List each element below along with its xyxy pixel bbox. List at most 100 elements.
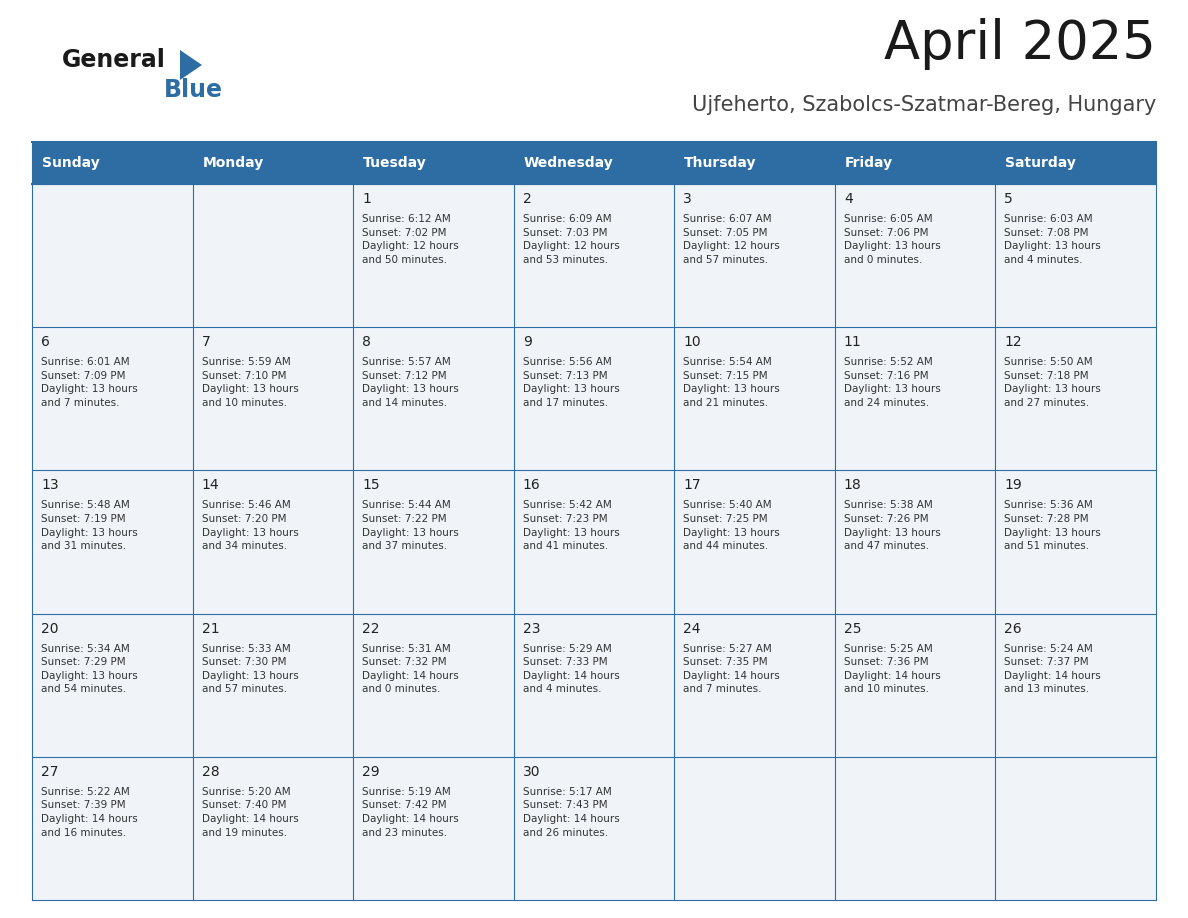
Bar	[192, 184, 353, 327]
Text: 20: 20	[42, 621, 58, 635]
Text: Ujfeherto, Szabolcs-Szatmar-Bereg, Hungary: Ujfeherto, Szabolcs-Szatmar-Bereg, Hunga…	[691, 95, 1156, 115]
Text: Sunrise: 6:01 AM
Sunset: 7:09 PM
Daylight: 13 hours
and 7 minutes.: Sunrise: 6:01 AM Sunset: 7:09 PM Dayligh…	[42, 357, 138, 408]
Bar	[192, 470, 353, 613]
Text: 18: 18	[843, 478, 861, 492]
Bar	[996, 470, 1156, 613]
Text: Sunrise: 5:31 AM
Sunset: 7:32 PM
Daylight: 14 hours
and 0 minutes.: Sunrise: 5:31 AM Sunset: 7:32 PM Dayligh…	[362, 644, 459, 694]
Text: 1: 1	[362, 192, 371, 206]
Text: Sunrise: 5:38 AM
Sunset: 7:26 PM
Daylight: 13 hours
and 47 minutes.: Sunrise: 5:38 AM Sunset: 7:26 PM Dayligh…	[843, 500, 941, 551]
Bar	[353, 756, 513, 900]
Bar	[513, 184, 675, 327]
Text: Sunrise: 5:57 AM
Sunset: 7:12 PM
Daylight: 13 hours
and 14 minutes.: Sunrise: 5:57 AM Sunset: 7:12 PM Dayligh…	[362, 357, 459, 408]
Polygon shape	[181, 50, 202, 80]
Bar	[353, 327, 513, 470]
Bar	[675, 184, 835, 327]
Text: Sunrise: 5:56 AM
Sunset: 7:13 PM
Daylight: 13 hours
and 17 minutes.: Sunrise: 5:56 AM Sunset: 7:13 PM Dayligh…	[523, 357, 619, 408]
Text: 5: 5	[1004, 192, 1013, 206]
Text: 16: 16	[523, 478, 541, 492]
Bar	[353, 613, 513, 756]
Bar	[835, 327, 996, 470]
Text: Sunrise: 6:03 AM
Sunset: 7:08 PM
Daylight: 13 hours
and 4 minutes.: Sunrise: 6:03 AM Sunset: 7:08 PM Dayligh…	[1004, 214, 1101, 264]
Text: Wednesday: Wednesday	[524, 156, 613, 170]
Text: 10: 10	[683, 335, 701, 349]
Bar	[835, 470, 996, 613]
Bar	[32, 470, 192, 613]
Text: Sunrise: 5:22 AM
Sunset: 7:39 PM
Daylight: 14 hours
and 16 minutes.: Sunrise: 5:22 AM Sunset: 7:39 PM Dayligh…	[42, 787, 138, 837]
Bar	[513, 756, 675, 900]
Text: Sunrise: 5:40 AM
Sunset: 7:25 PM
Daylight: 13 hours
and 44 minutes.: Sunrise: 5:40 AM Sunset: 7:25 PM Dayligh…	[683, 500, 781, 551]
Bar	[32, 756, 192, 900]
Text: 28: 28	[202, 765, 220, 778]
Bar	[192, 327, 353, 470]
Text: 7: 7	[202, 335, 210, 349]
Text: Sunrise: 5:27 AM
Sunset: 7:35 PM
Daylight: 14 hours
and 7 minutes.: Sunrise: 5:27 AM Sunset: 7:35 PM Dayligh…	[683, 644, 781, 694]
Bar	[353, 470, 513, 613]
Text: 17: 17	[683, 478, 701, 492]
Text: Blue: Blue	[164, 78, 223, 102]
Text: Sunrise: 6:07 AM
Sunset: 7:05 PM
Daylight: 12 hours
and 57 minutes.: Sunrise: 6:07 AM Sunset: 7:05 PM Dayligh…	[683, 214, 781, 264]
Text: Sunrise: 5:44 AM
Sunset: 7:22 PM
Daylight: 13 hours
and 37 minutes.: Sunrise: 5:44 AM Sunset: 7:22 PM Dayligh…	[362, 500, 459, 551]
Text: Sunrise: 5:50 AM
Sunset: 7:18 PM
Daylight: 13 hours
and 27 minutes.: Sunrise: 5:50 AM Sunset: 7:18 PM Dayligh…	[1004, 357, 1101, 408]
Bar	[513, 470, 675, 613]
Bar	[32, 613, 192, 756]
Bar	[996, 184, 1156, 327]
Text: 22: 22	[362, 621, 380, 635]
Bar	[675, 327, 835, 470]
Text: 23: 23	[523, 621, 541, 635]
Text: 8: 8	[362, 335, 371, 349]
Text: Sunday: Sunday	[42, 156, 100, 170]
Bar	[513, 613, 675, 756]
Bar	[835, 613, 996, 756]
Text: Monday: Monday	[203, 156, 264, 170]
Text: 24: 24	[683, 621, 701, 635]
Text: Sunrise: 5:52 AM
Sunset: 7:16 PM
Daylight: 13 hours
and 24 minutes.: Sunrise: 5:52 AM Sunset: 7:16 PM Dayligh…	[843, 357, 941, 408]
Text: Sunrise: 5:36 AM
Sunset: 7:28 PM
Daylight: 13 hours
and 51 minutes.: Sunrise: 5:36 AM Sunset: 7:28 PM Dayligh…	[1004, 500, 1101, 551]
Text: 11: 11	[843, 335, 861, 349]
Text: 12: 12	[1004, 335, 1022, 349]
Bar	[192, 613, 353, 756]
Bar	[675, 756, 835, 900]
Bar	[192, 756, 353, 900]
Text: 9: 9	[523, 335, 531, 349]
Bar	[996, 613, 1156, 756]
Text: Sunrise: 5:54 AM
Sunset: 7:15 PM
Daylight: 13 hours
and 21 minutes.: Sunrise: 5:54 AM Sunset: 7:15 PM Dayligh…	[683, 357, 781, 408]
Text: 4: 4	[843, 192, 853, 206]
Bar	[835, 756, 996, 900]
Bar	[675, 613, 835, 756]
Text: Sunrise: 5:29 AM
Sunset: 7:33 PM
Daylight: 14 hours
and 4 minutes.: Sunrise: 5:29 AM Sunset: 7:33 PM Dayligh…	[523, 644, 619, 694]
Text: Sunrise: 5:46 AM
Sunset: 7:20 PM
Daylight: 13 hours
and 34 minutes.: Sunrise: 5:46 AM Sunset: 7:20 PM Dayligh…	[202, 500, 298, 551]
Text: 3: 3	[683, 192, 693, 206]
Bar	[996, 327, 1156, 470]
Bar	[32, 327, 192, 470]
Text: 6: 6	[42, 335, 50, 349]
Text: Sunrise: 5:19 AM
Sunset: 7:42 PM
Daylight: 14 hours
and 23 minutes.: Sunrise: 5:19 AM Sunset: 7:42 PM Dayligh…	[362, 787, 459, 837]
Bar	[32, 142, 1156, 184]
Text: Thursday: Thursday	[684, 156, 757, 170]
Text: 13: 13	[42, 478, 58, 492]
Text: Sunrise: 6:12 AM
Sunset: 7:02 PM
Daylight: 12 hours
and 50 minutes.: Sunrise: 6:12 AM Sunset: 7:02 PM Dayligh…	[362, 214, 459, 264]
Text: 27: 27	[42, 765, 58, 778]
Text: 2: 2	[523, 192, 531, 206]
Text: Tuesday: Tuesday	[364, 156, 426, 170]
Text: 26: 26	[1004, 621, 1022, 635]
Text: 19: 19	[1004, 478, 1022, 492]
Text: Sunrise: 5:48 AM
Sunset: 7:19 PM
Daylight: 13 hours
and 31 minutes.: Sunrise: 5:48 AM Sunset: 7:19 PM Dayligh…	[42, 500, 138, 551]
Text: Sunrise: 5:34 AM
Sunset: 7:29 PM
Daylight: 13 hours
and 54 minutes.: Sunrise: 5:34 AM Sunset: 7:29 PM Dayligh…	[42, 644, 138, 694]
Text: 14: 14	[202, 478, 220, 492]
Bar	[513, 327, 675, 470]
Text: 29: 29	[362, 765, 380, 778]
Text: Sunrise: 5:24 AM
Sunset: 7:37 PM
Daylight: 14 hours
and 13 minutes.: Sunrise: 5:24 AM Sunset: 7:37 PM Dayligh…	[1004, 644, 1101, 694]
Text: 15: 15	[362, 478, 380, 492]
Text: Saturday: Saturday	[1005, 156, 1076, 170]
Text: 25: 25	[843, 621, 861, 635]
Text: 30: 30	[523, 765, 541, 778]
Text: Sunrise: 6:05 AM
Sunset: 7:06 PM
Daylight: 13 hours
and 0 minutes.: Sunrise: 6:05 AM Sunset: 7:06 PM Dayligh…	[843, 214, 941, 264]
Text: Sunrise: 6:09 AM
Sunset: 7:03 PM
Daylight: 12 hours
and 53 minutes.: Sunrise: 6:09 AM Sunset: 7:03 PM Dayligh…	[523, 214, 619, 264]
Text: Sunrise: 5:20 AM
Sunset: 7:40 PM
Daylight: 14 hours
and 19 minutes.: Sunrise: 5:20 AM Sunset: 7:40 PM Dayligh…	[202, 787, 298, 837]
Bar	[675, 470, 835, 613]
Text: Friday: Friday	[845, 156, 893, 170]
Text: Sunrise: 5:25 AM
Sunset: 7:36 PM
Daylight: 14 hours
and 10 minutes.: Sunrise: 5:25 AM Sunset: 7:36 PM Dayligh…	[843, 644, 941, 694]
Bar	[353, 184, 513, 327]
Text: General: General	[62, 48, 166, 72]
Text: Sunrise: 5:33 AM
Sunset: 7:30 PM
Daylight: 13 hours
and 57 minutes.: Sunrise: 5:33 AM Sunset: 7:30 PM Dayligh…	[202, 644, 298, 694]
